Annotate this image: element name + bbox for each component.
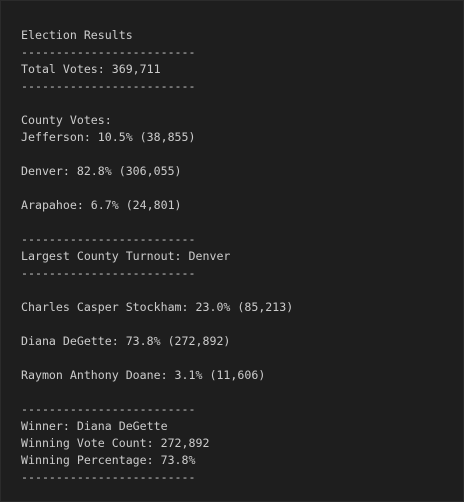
- winner: Winner: Diana DeGette: [21, 419, 168, 433]
- title-line: Election Results: [21, 28, 133, 42]
- largest-county: Largest County Turnout: Denver: [21, 249, 231, 263]
- total-votes: Total Votes: 369,711: [21, 62, 161, 76]
- separator: -------------------------: [21, 79, 196, 93]
- separator: -------------------------: [21, 402, 196, 416]
- winning-vote-count: Winning Vote Count: 272,892: [21, 436, 210, 450]
- separator: -------------------------: [21, 232, 196, 246]
- county-line: Jefferson: 10.5% (38,855): [21, 130, 196, 144]
- county-header: County Votes:: [21, 113, 112, 127]
- separator: -------------------------: [21, 45, 196, 59]
- winning-percentage: Winning Percentage: 73.8%: [21, 453, 196, 467]
- candidate-line: Charles Casper Stockham: 23.0% (85,213): [21, 300, 294, 314]
- county-line: Denver: 82.8% (306,055): [21, 164, 182, 178]
- separator: -------------------------: [21, 470, 196, 484]
- separator: -------------------------: [21, 266, 196, 280]
- county-line: Arapahoe: 6.7% (24,801): [21, 198, 182, 212]
- candidate-line: Diana DeGette: 73.8% (272,892): [21, 334, 231, 348]
- candidate-line: Raymon Anthony Doane: 3.1% (11,606): [21, 368, 266, 382]
